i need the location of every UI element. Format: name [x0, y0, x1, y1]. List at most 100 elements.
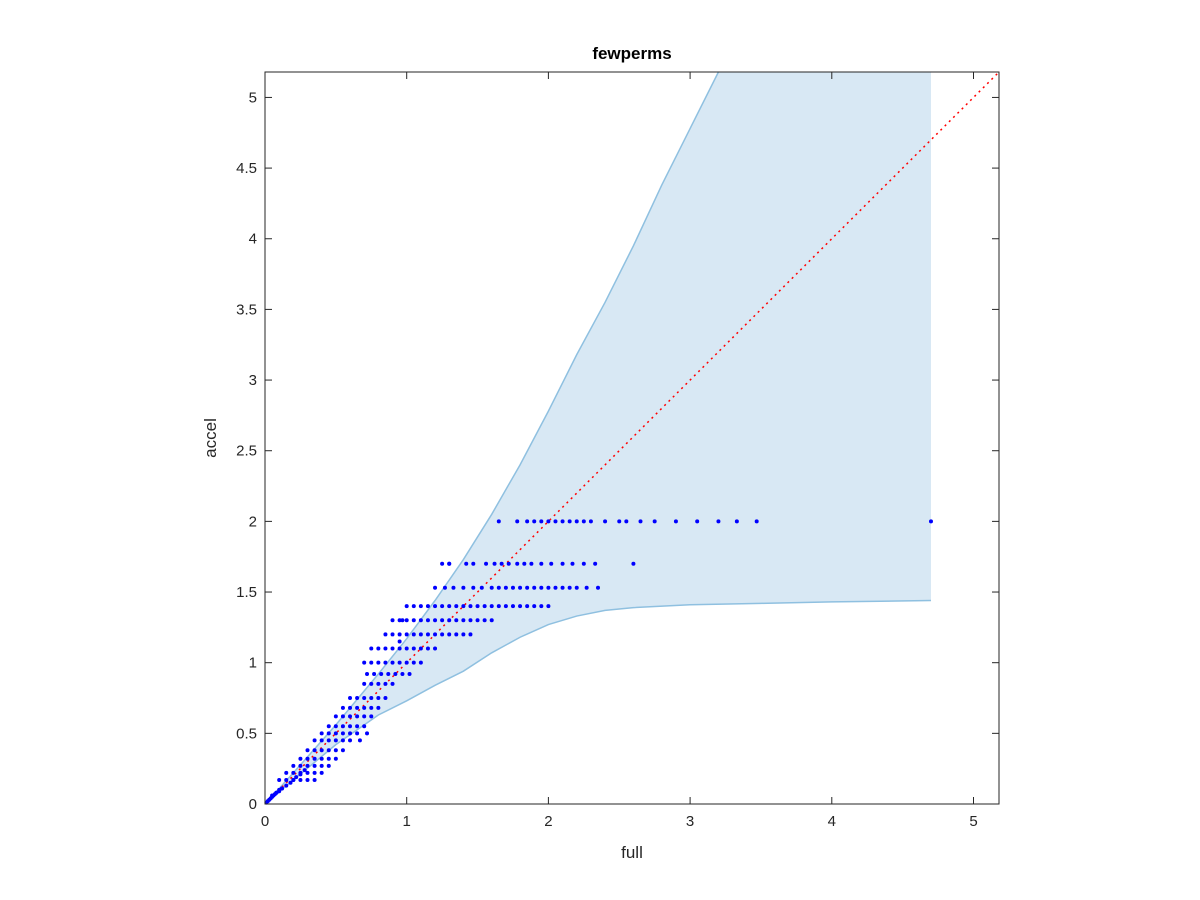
data-point	[581, 519, 586, 524]
data-point	[397, 632, 402, 637]
data-point	[390, 646, 395, 651]
y-tick-label: 1	[249, 655, 257, 672]
data-point	[454, 618, 459, 623]
data-point	[319, 738, 324, 743]
data-point	[383, 646, 388, 651]
data-point	[340, 724, 345, 729]
data-point	[348, 696, 353, 701]
data-point	[425, 632, 430, 637]
y-tick-label: 2.5	[236, 443, 257, 460]
data-point	[433, 646, 438, 651]
data-point	[496, 585, 501, 590]
data-point	[355, 724, 360, 729]
data-point	[390, 660, 395, 665]
data-point	[479, 585, 484, 590]
data-point	[440, 618, 445, 623]
data-point	[525, 585, 530, 590]
data-point	[305, 756, 310, 761]
data-point	[348, 705, 353, 710]
data-point	[284, 783, 289, 788]
data-point	[553, 519, 558, 524]
data-point	[522, 561, 527, 566]
data-point	[369, 681, 374, 686]
x-tick-label: 2	[544, 813, 552, 830]
data-point	[471, 561, 476, 566]
data-point	[716, 519, 721, 524]
data-point	[407, 671, 412, 676]
data-point	[390, 632, 395, 637]
data-point	[482, 604, 487, 609]
data-point	[581, 561, 586, 566]
data-point	[468, 618, 473, 623]
data-point	[362, 660, 367, 665]
data-point	[418, 632, 423, 637]
data-point	[560, 519, 565, 524]
data-point	[326, 724, 331, 729]
data-point	[567, 519, 572, 524]
x-tick-label: 5	[969, 813, 977, 830]
data-point	[397, 660, 402, 665]
data-point	[376, 705, 381, 710]
data-point	[319, 756, 324, 761]
data-point	[595, 585, 600, 590]
data-point	[312, 777, 317, 782]
data-point	[397, 618, 402, 623]
x-tick-label: 1	[403, 813, 411, 830]
data-point	[475, 618, 480, 623]
data-point	[312, 770, 317, 775]
data-point	[631, 561, 636, 566]
confidence-band	[264, 71, 931, 805]
data-point	[333, 714, 338, 719]
data-point	[340, 731, 345, 736]
data-point	[489, 618, 494, 623]
data-point	[546, 519, 551, 524]
data-point	[440, 561, 445, 566]
data-point	[348, 738, 353, 743]
data-point	[294, 775, 299, 780]
data-point	[355, 731, 360, 736]
data-point	[404, 646, 409, 651]
data-point	[593, 561, 598, 566]
data-point	[365, 731, 370, 736]
y-axis-label: accel	[201, 418, 220, 458]
data-point	[617, 519, 622, 524]
data-point	[468, 632, 473, 637]
data-point	[404, 660, 409, 665]
data-point	[319, 770, 324, 775]
data-point	[510, 604, 515, 609]
y-tick-label: 0.5	[236, 725, 257, 742]
data-point	[319, 763, 324, 768]
data-point	[553, 585, 558, 590]
data-point	[326, 731, 331, 736]
data-point	[312, 748, 317, 753]
data-point	[433, 604, 438, 609]
data-point	[574, 519, 579, 524]
data-point	[503, 585, 508, 590]
data-point	[433, 632, 438, 637]
data-point	[584, 585, 589, 590]
data-point	[333, 724, 338, 729]
data-point	[442, 585, 447, 590]
data-point	[291, 777, 296, 782]
data-point	[355, 705, 360, 710]
data-point	[624, 519, 629, 524]
data-point	[411, 618, 416, 623]
data-point	[305, 770, 310, 775]
data-point	[539, 585, 544, 590]
data-point	[340, 705, 345, 710]
data-point	[369, 696, 374, 701]
data-point	[348, 714, 353, 719]
data-point	[574, 585, 579, 590]
data-point	[298, 772, 303, 777]
data-point	[376, 681, 381, 686]
data-point	[372, 671, 377, 676]
data-point	[447, 604, 452, 609]
data-point	[546, 585, 551, 590]
data-point	[355, 696, 360, 701]
data-point	[454, 604, 459, 609]
tick-labels: 0 1 2 3 4 5 0 0.5 1 1.5 2 2.5 3 3.5 4 4.5 5	[236, 89, 978, 830]
data-point	[340, 748, 345, 753]
data-point	[376, 696, 381, 701]
data-point	[425, 604, 430, 609]
data-point	[525, 519, 530, 524]
